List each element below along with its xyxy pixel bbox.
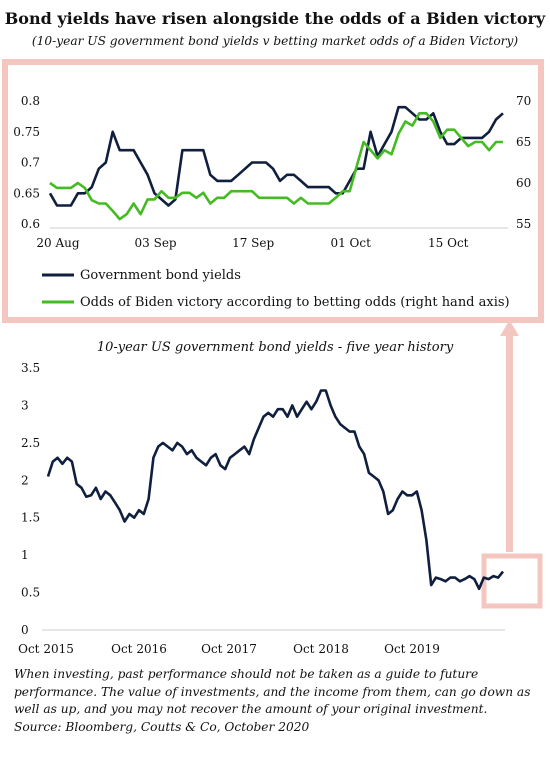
five-year-yield-series-line — [46, 389, 505, 591]
recent-period-highlight-box — [481, 553, 543, 609]
y-left-tick-label: 0.7 — [21, 156, 40, 170]
bond-yield-series-line — [48, 105, 504, 207]
main-title: Bond yields have risen alongside the odd… — [4, 9, 546, 28]
y-tick-label: 1 — [21, 548, 29, 562]
connector-bar — [506, 326, 513, 552]
top-chart: 0.6 0.65 0.7 0.75 0.8 55 60 65 70 20 Aug 03 Sep 1… — [13, 94, 531, 310]
y-tick-label: 0.5 — [21, 586, 40, 600]
connector-arrow-icon — [500, 320, 519, 336]
x-tick-label: 17 Sep — [232, 236, 274, 250]
x-tick-label: Oct 2015 — [18, 642, 74, 656]
main-subtitle: (10-year US government bond yields v bet… — [31, 34, 519, 48]
x-tick-label: Oct 2018 — [293, 642, 349, 656]
y-right-tick-label: 60 — [516, 176, 531, 190]
y-tick-label: 2.5 — [21, 436, 40, 450]
legend-label-bond: Government bond yields — [80, 268, 241, 283]
legend-label-odds: Odds of Biden victory according to betti… — [80, 295, 510, 310]
bottom-chart-title: 10-year US government bond yields - five… — [97, 340, 454, 355]
recent-chart-highlight-frame — [2, 59, 544, 323]
x-tick-label: Oct 2016 — [111, 642, 167, 656]
y-tick-label: 3 — [21, 398, 29, 412]
y-left-tick-label: 0.8 — [21, 94, 40, 108]
x-tick-label: 15 Oct — [428, 236, 469, 250]
footer: When investing, past performance should … — [14, 666, 544, 736]
footer-source: Source: Bloomberg, Coutts & Co, October … — [14, 719, 310, 734]
y-tick-label: 1.5 — [21, 511, 40, 525]
y-left-tick-label: 0.6 — [21, 217, 40, 231]
y-left-tick-label: 0.65 — [13, 186, 40, 200]
y-left-tick-label: 0.75 — [13, 125, 40, 139]
x-tick-label: 20 Aug — [36, 236, 79, 250]
y-right-tick-label: 65 — [516, 135, 531, 149]
y-right-tick-label: 55 — [516, 217, 531, 231]
biden-odds-series-line — [49, 112, 503, 221]
y-right-tick-label: 70 — [516, 94, 531, 108]
footer-disclaimer: When investing, past performance should … — [14, 667, 531, 716]
legend: Government bond yields Odds of Biden vic… — [42, 268, 510, 310]
bottom-chart: 10-year US government bond yields - five… — [18, 340, 505, 656]
x-tick-label: Oct 2019 — [384, 642, 440, 656]
y-tick-label: 0 — [21, 623, 29, 637]
x-tick-label: 03 Sep — [135, 236, 177, 250]
x-tick-label: Oct 2017 — [201, 642, 257, 656]
y-tick-label: 3.5 — [21, 361, 40, 375]
y-tick-label: 2 — [21, 473, 29, 487]
x-tick-label: 01 Oct — [330, 236, 371, 250]
